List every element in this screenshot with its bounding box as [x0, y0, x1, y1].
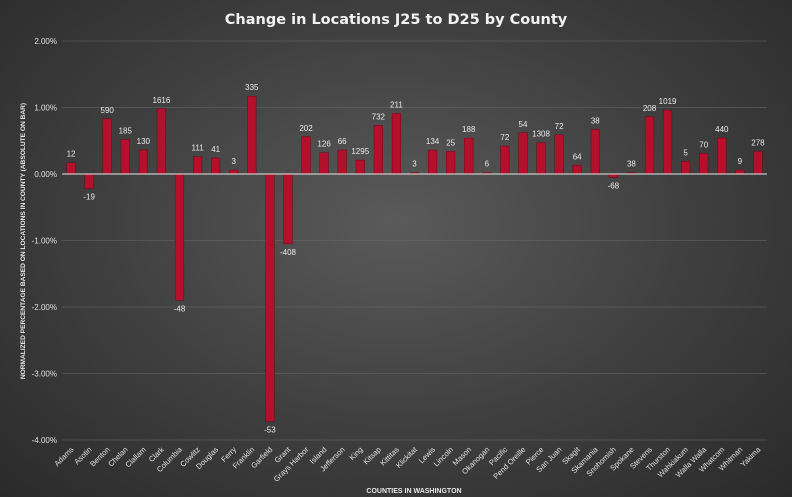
- data-label: 440: [715, 125, 729, 134]
- bar: [446, 151, 456, 175]
- bar: [247, 95, 257, 175]
- data-label: 1616: [153, 96, 171, 105]
- data-label: 278: [751, 138, 765, 147]
- bar: [590, 129, 600, 175]
- x-axis-title: COUNTIES IN WASHINGTON: [366, 488, 461, 495]
- data-label: -68: [608, 181, 620, 190]
- data-label: -408: [280, 248, 297, 257]
- bar: [518, 132, 528, 175]
- data-label: 3: [232, 157, 237, 166]
- data-label: 6: [485, 160, 490, 169]
- data-label: 25: [446, 138, 455, 147]
- data-label: 70: [699, 140, 708, 149]
- bar: [373, 125, 383, 175]
- bar: [319, 152, 329, 175]
- bars: [66, 95, 763, 422]
- bar: [464, 137, 474, 175]
- bar: [337, 149, 347, 175]
- bar: [427, 149, 438, 175]
- data-label: -19: [83, 193, 95, 202]
- data-label: 3: [412, 160, 417, 169]
- y-tick-label: 0.00%: [34, 170, 57, 179]
- bar: [156, 108, 167, 175]
- bar: [753, 151, 763, 175]
- data-labels: 12 -19 590 185 130 1616 -48 111 41 3 335 -53 -408 202…: [67, 83, 766, 434]
- data-label: 134: [426, 137, 440, 146]
- bar: [554, 134, 564, 175]
- data-label: 38: [591, 116, 600, 125]
- bar: [138, 149, 148, 175]
- data-label: 130: [137, 137, 151, 146]
- data-label: 185: [119, 126, 133, 135]
- data-label: 732: [372, 112, 386, 121]
- bar: [644, 116, 655, 175]
- bar: [391, 113, 402, 175]
- data-label: 111: [191, 144, 204, 153]
- bar: [102, 118, 112, 175]
- bar: [301, 136, 311, 175]
- bar: [174, 173, 185, 301]
- data-label: 64: [573, 152, 582, 161]
- y-tick-label: -2.00%: [32, 303, 57, 312]
- data-label: 54: [519, 120, 528, 129]
- y-tick-label: -1.00%: [32, 237, 57, 246]
- x-tick-label: Adams: [52, 445, 75, 468]
- data-label: -53: [264, 425, 276, 434]
- bar: [355, 159, 365, 175]
- x-tick-label: Yakima: [738, 445, 762, 469]
- data-label: 208: [643, 104, 657, 113]
- bar: [681, 161, 691, 175]
- bar: [717, 137, 727, 175]
- bar: [662, 109, 673, 175]
- bar: [699, 153, 709, 175]
- bar: [283, 173, 293, 245]
- bar: [211, 157, 221, 175]
- data-label: 38: [627, 160, 636, 169]
- data-label: 41: [211, 145, 220, 154]
- bar: [120, 139, 130, 175]
- data-label: 202: [299, 124, 313, 133]
- x-tick-label: Clallam: [123, 445, 147, 469]
- data-label: 72: [500, 133, 509, 142]
- data-label: 66: [338, 137, 347, 146]
- data-label: 590: [101, 106, 115, 115]
- x-tick-label: Klickitat: [394, 444, 419, 469]
- y-tick-label: -3.00%: [32, 370, 57, 379]
- data-label: 188: [462, 125, 476, 134]
- bar: [536, 142, 546, 175]
- data-label: 211: [390, 100, 403, 109]
- bar: [500, 145, 510, 175]
- data-label: 1019: [659, 97, 677, 106]
- y-axis-ticks: 2.00% 1.00% 0.00% -1.00% -2.00% -3.00% -4.00%: [32, 37, 57, 445]
- bar: [572, 165, 582, 175]
- bar: [66, 162, 76, 175]
- bar: [229, 169, 239, 175]
- data-label: -48: [174, 304, 186, 313]
- data-label: 72: [555, 122, 564, 131]
- bar: [192, 156, 203, 175]
- data-label: 5: [683, 148, 688, 157]
- x-tick-label: Lincoln: [432, 445, 455, 468]
- data-label: 1295: [351, 147, 369, 156]
- data-label: 126: [317, 140, 331, 149]
- data-label: 1308: [532, 130, 550, 139]
- bar: [84, 173, 94, 189]
- y-axis-title: NORMALIZED PERCENTAGE BASED ON LOCATIONS…: [20, 103, 27, 379]
- data-label: 335: [245, 83, 259, 92]
- data-label: 9: [738, 157, 743, 166]
- data-label: 12: [67, 150, 76, 159]
- bar: [265, 173, 275, 422]
- chart-title: Change in Locations J25 to D25 by County: [225, 12, 568, 28]
- y-tick-label: -4.00%: [32, 436, 57, 445]
- y-tick-label: 1.00%: [34, 104, 57, 113]
- bar: [735, 169, 745, 175]
- y-tick-label: 2.00%: [34, 37, 57, 46]
